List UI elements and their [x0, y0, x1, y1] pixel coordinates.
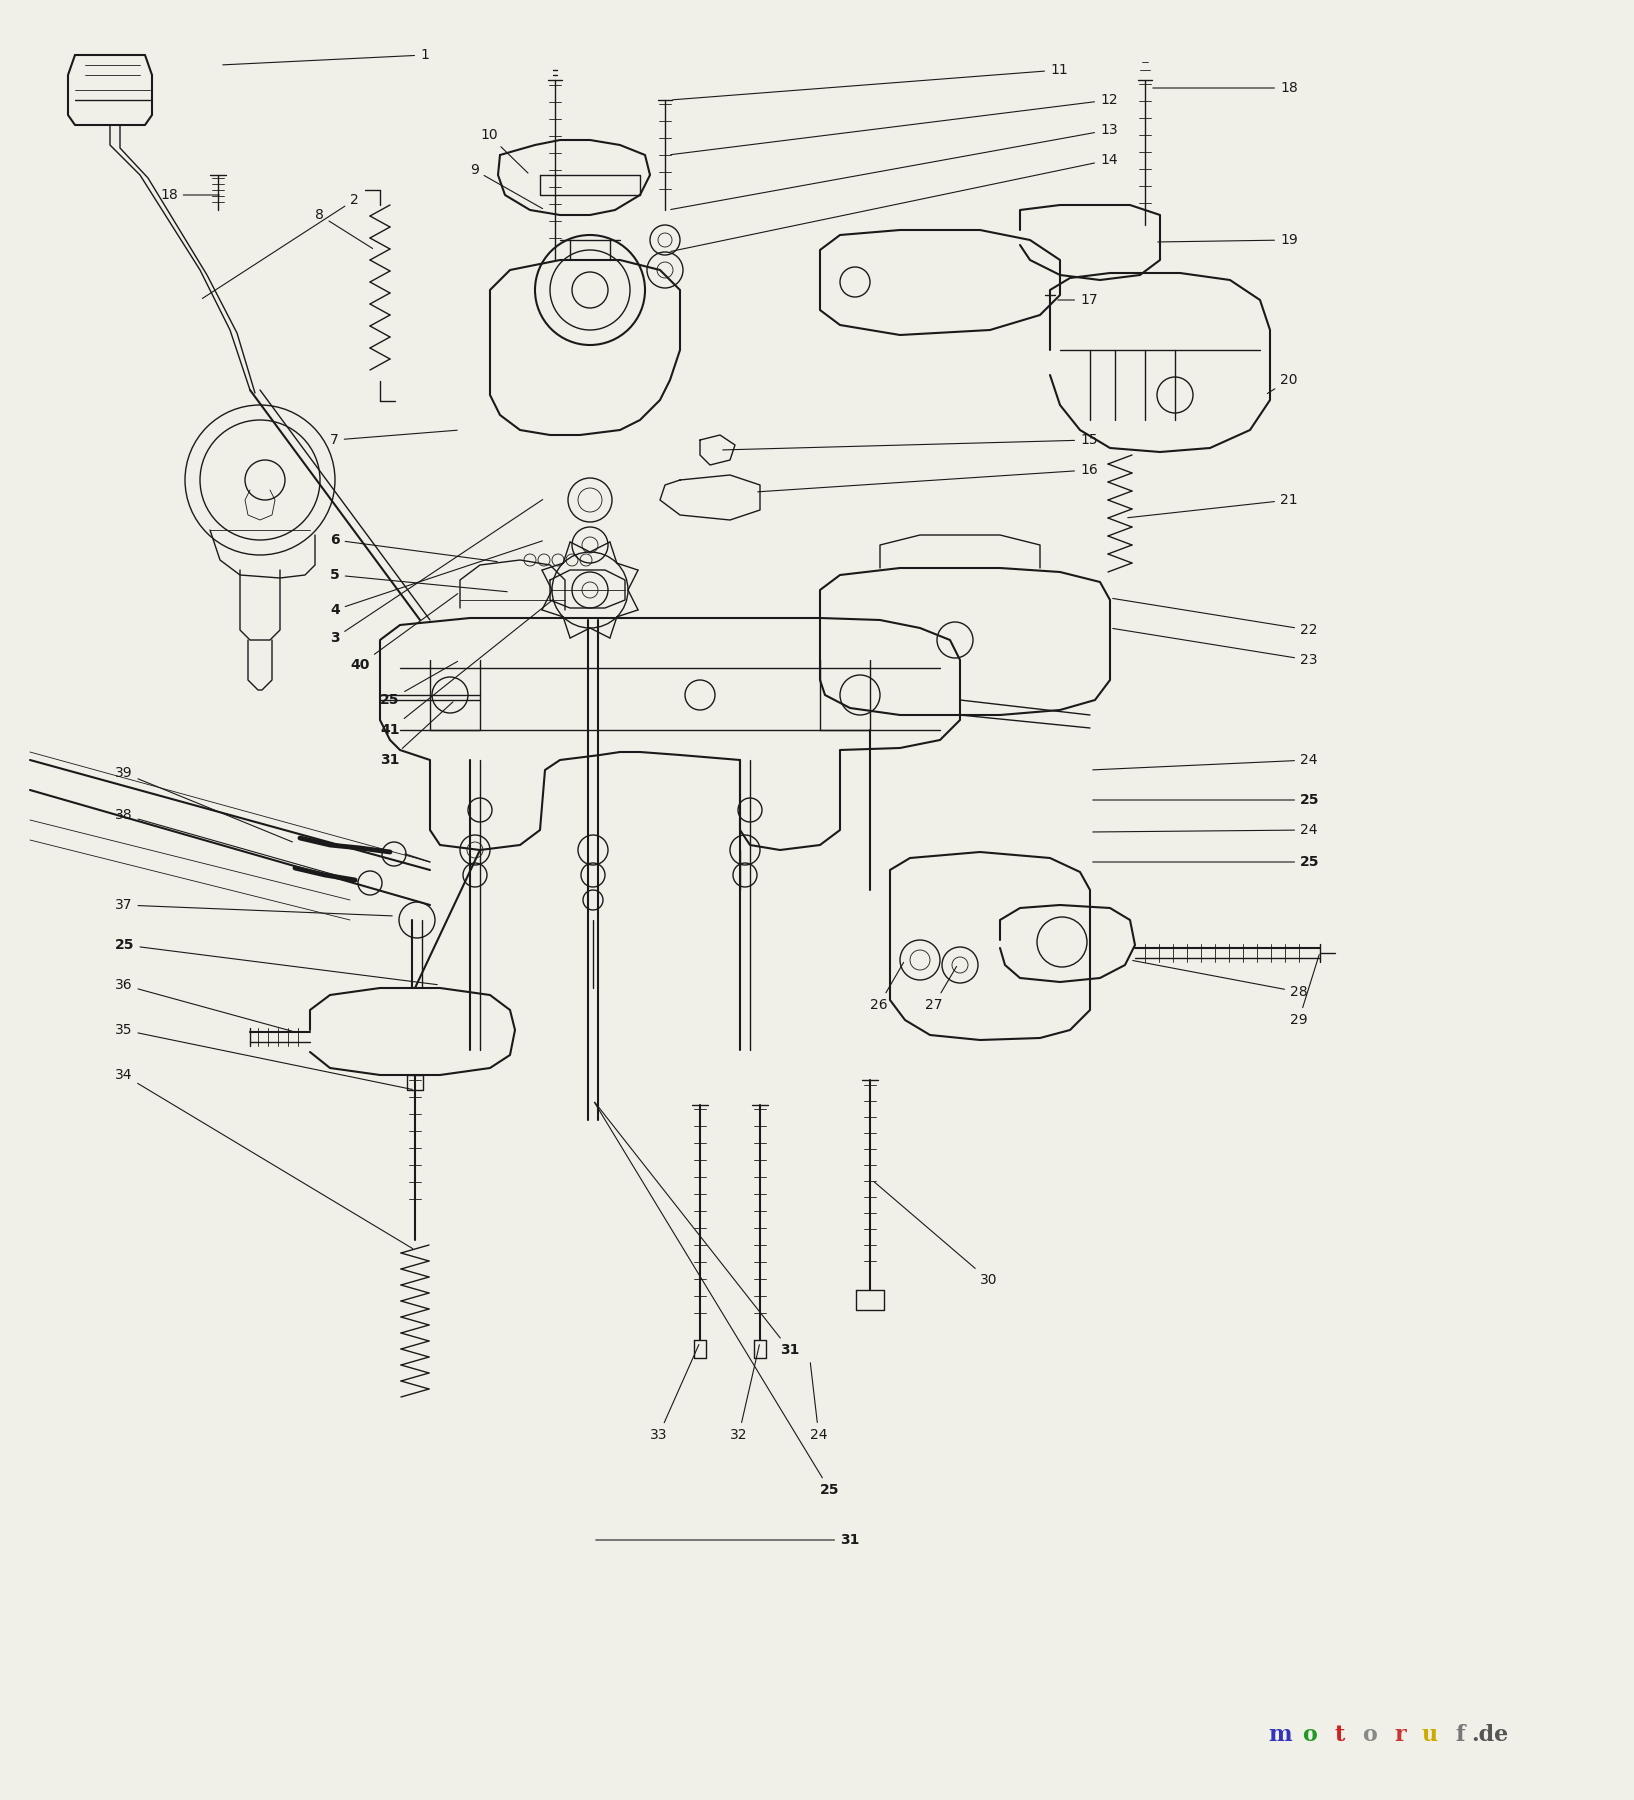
Text: t: t: [1335, 1724, 1345, 1746]
Text: 25: 25: [114, 938, 438, 985]
Text: 11: 11: [673, 63, 1067, 99]
Text: 3: 3: [330, 500, 542, 644]
Text: o: o: [1363, 1724, 1377, 1746]
Text: 34: 34: [114, 1067, 413, 1249]
Text: 25: 25: [1093, 794, 1320, 806]
Text: 27: 27: [925, 967, 956, 1012]
Text: 22: 22: [1113, 598, 1317, 637]
Text: 17: 17: [1057, 293, 1098, 308]
Text: 25: 25: [381, 661, 458, 707]
Text: 25: 25: [595, 1102, 840, 1498]
Text: 10: 10: [480, 128, 528, 173]
Text: 13: 13: [670, 122, 1118, 209]
Text: 26: 26: [869, 963, 904, 1012]
Text: f: f: [1456, 1724, 1464, 1746]
Text: 9: 9: [471, 164, 542, 209]
Text: 24: 24: [1093, 752, 1317, 770]
Text: 7: 7: [330, 430, 458, 446]
Text: 5: 5: [330, 569, 507, 592]
Text: o: o: [1302, 1724, 1317, 1746]
Text: .de: .de: [1471, 1724, 1508, 1746]
Text: 18: 18: [1152, 81, 1297, 95]
Text: 20: 20: [1268, 373, 1297, 394]
Text: 8: 8: [315, 209, 373, 248]
Text: 29: 29: [1289, 954, 1319, 1028]
Text: m: m: [1268, 1724, 1292, 1746]
Text: 12: 12: [670, 94, 1118, 155]
Text: 37: 37: [114, 898, 392, 916]
Text: 25: 25: [1093, 855, 1320, 869]
Text: 23: 23: [1113, 628, 1317, 668]
Text: 39: 39: [114, 767, 292, 842]
Text: 4: 4: [330, 540, 542, 617]
Text: 31: 31: [595, 1102, 799, 1357]
Text: 32: 32: [730, 1345, 760, 1442]
Text: 31: 31: [596, 1534, 859, 1546]
Text: 15: 15: [722, 434, 1098, 450]
Text: 18: 18: [160, 187, 219, 202]
Text: 28: 28: [1132, 961, 1307, 999]
Text: 24: 24: [1093, 823, 1317, 837]
Text: 30: 30: [874, 1183, 997, 1287]
Text: 41: 41: [381, 599, 552, 736]
Text: 21: 21: [1127, 493, 1297, 518]
Text: 33: 33: [650, 1345, 699, 1442]
Text: r: r: [1394, 1724, 1405, 1746]
Text: 19: 19: [1159, 232, 1297, 247]
Text: u: u: [1422, 1724, 1438, 1746]
Text: 6: 6: [330, 533, 497, 562]
Text: 31: 31: [381, 702, 453, 767]
Text: 1: 1: [222, 49, 428, 65]
Text: 35: 35: [114, 1022, 412, 1089]
Text: 14: 14: [670, 153, 1118, 252]
Text: 2: 2: [203, 193, 359, 299]
Text: 16: 16: [758, 463, 1098, 491]
Text: 36: 36: [114, 977, 292, 1031]
Text: 38: 38: [114, 808, 358, 882]
Text: 40: 40: [350, 594, 458, 671]
Text: 24: 24: [810, 1363, 827, 1442]
